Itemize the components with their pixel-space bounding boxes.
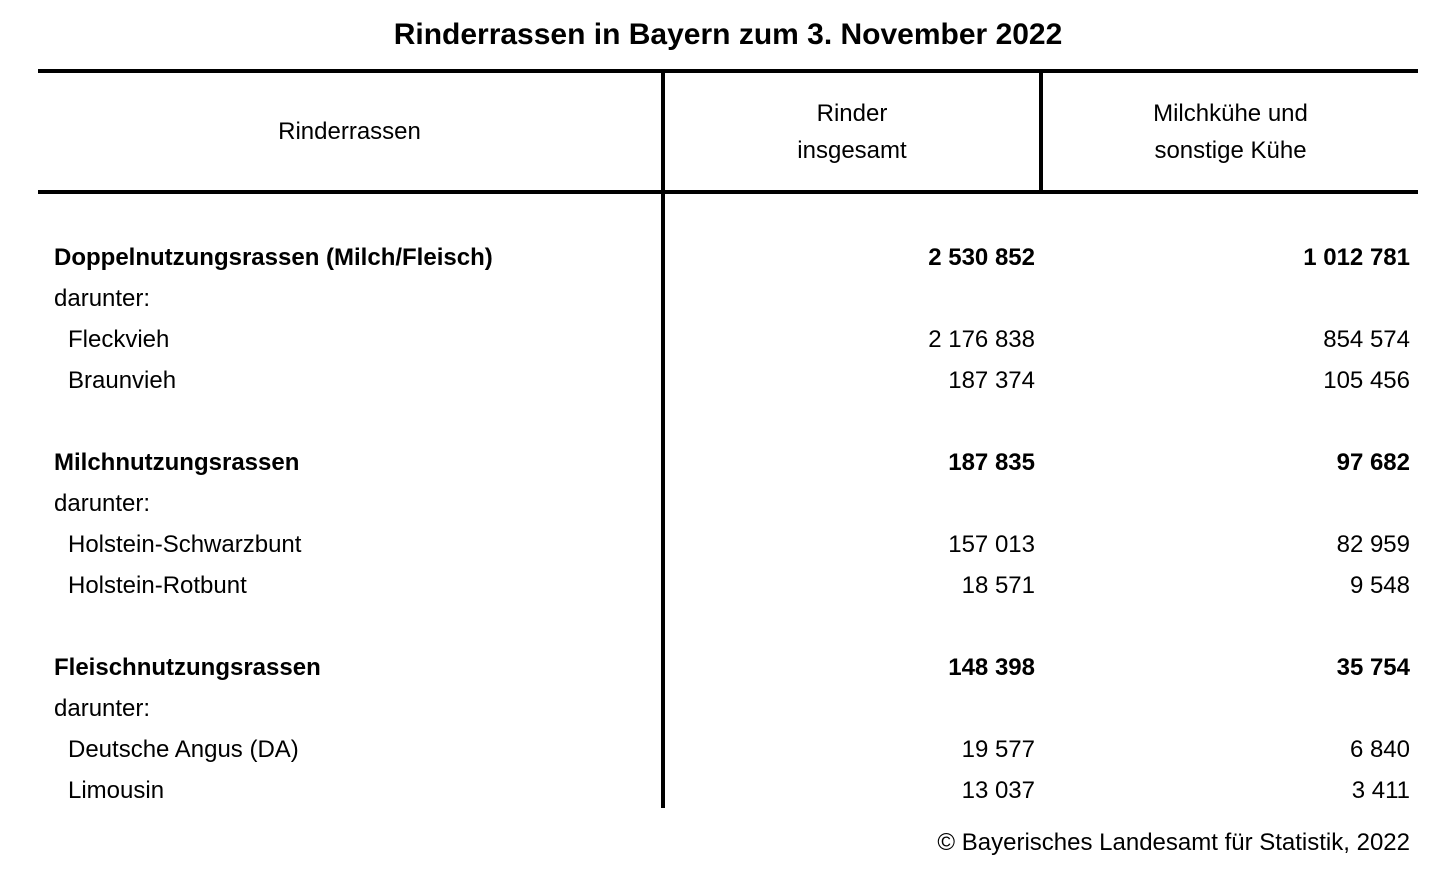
milchkuehe-cell: 82 959: [1336, 531, 1410, 558]
rinder-insgesamt-cell: 2 530 852: [928, 244, 1035, 271]
breed-name-cell: darunter:: [54, 285, 151, 312]
table-row: Doppelnutzungsrassen (Milch/Fleisch) 2 53…: [38, 237, 1418, 278]
table-body: Doppelnutzungsrassen (Milch/Fleisch) 2 53…: [38, 194, 1418, 811]
column-divider-1: [661, 69, 665, 808]
breed-name-cell: Doppelnutzungsrassen (Milch/Fleisch): [54, 244, 493, 271]
column-header-rinder-insgesamt: Rinder insgesamt: [797, 99, 907, 164]
table-row: darunter:: [38, 278, 1418, 319]
rinder-insgesamt-cell: 13 037: [961, 777, 1035, 804]
breed-name-cell: Milchnutzungsrassen: [54, 449, 300, 476]
rinder-insgesamt-cell: [665, 278, 1039, 319]
table-row: Deutsche Angus (DA) 19 577 6 840: [38, 729, 1418, 770]
rinder-insgesamt-cell: 157 013: [948, 531, 1035, 558]
breed-name-cell: Braunvieh: [68, 367, 177, 394]
milchkuehe-cell: [1039, 483, 1414, 524]
table-row: Milchnutzungsrassen 187 835 97 682: [38, 442, 1418, 483]
column-divider-2: [1039, 69, 1043, 194]
table-top-rule: [38, 69, 1418, 73]
breed-name-cell: Fleckvieh: [68, 326, 170, 353]
milchkuehe-cell: 854 574: [1323, 326, 1410, 353]
milchkuehe-cell: [1039, 688, 1414, 729]
breed-name-cell: Deutsche Angus (DA): [68, 736, 299, 763]
rinder-insgesamt-cell: 19 577: [961, 736, 1035, 763]
milchkuehe-cell: 105 456: [1323, 367, 1410, 394]
table-row: Fleckvieh 2 176 838 854 574: [38, 319, 1418, 360]
rinder-insgesamt-cell: 18 571: [961, 572, 1035, 599]
milchkuehe-cell: 35 754: [1336, 654, 1410, 681]
table-header-rule: [38, 190, 1418, 194]
page-title: Rinderrassen in Bayern zum 3. November 2…: [393, 18, 1063, 51]
table-row: Limousin 13 037 3 411: [38, 770, 1418, 811]
table-row: Braunvieh 187 374 105 456: [38, 360, 1418, 401]
breed-name-cell: darunter:: [54, 695, 151, 722]
milchkuehe-cell: 6 840: [1349, 736, 1410, 763]
rinder-insgesamt-cell: [665, 688, 1039, 729]
breed-name-cell: Fleischnutzungsrassen: [54, 654, 321, 681]
milchkuehe-cell: 97 682: [1336, 449, 1410, 476]
breed-name-cell: darunter:: [54, 490, 151, 517]
rinder-insgesamt-cell: 148 398: [948, 654, 1035, 681]
column-header-milchkuehe: Milchkühe und sonstige Kühe: [1153, 99, 1308, 164]
table-row: [38, 401, 1418, 442]
breed-name-cell: Holstein-Rotbunt: [68, 572, 247, 599]
table-row: Holstein-Schwarzbunt 157 013 82 959: [38, 524, 1418, 565]
table-row: darunter:: [38, 483, 1418, 524]
copyright-note: © Bayerisches Landesamt für Statistik, 2…: [937, 829, 1410, 856]
table-row: Holstein-Rotbunt 18 571 9 548: [38, 565, 1418, 606]
breed-name-cell: Limousin: [68, 777, 165, 804]
table-row: darunter:: [38, 688, 1418, 729]
rinder-insgesamt-cell: 187 374: [948, 367, 1035, 394]
milchkuehe-cell: [1039, 278, 1414, 319]
milchkuehe-cell: 1 012 781: [1303, 244, 1410, 271]
table-row: [38, 606, 1418, 647]
milchkuehe-cell: 3 411: [1351, 777, 1410, 804]
table-row: Fleischnutzungsrassen 148 398 35 754: [38, 647, 1418, 688]
rinder-insgesamt-cell: [665, 483, 1039, 524]
breed-name-cell: Holstein-Schwarzbunt: [68, 531, 302, 558]
column-header-rinderrassen: Rinderrassen: [278, 118, 421, 145]
rinder-insgesamt-cell: 2 176 838: [928, 326, 1035, 353]
rinder-insgesamt-cell: 187 835: [948, 449, 1035, 476]
milchkuehe-cell: 9 548: [1349, 572, 1410, 599]
